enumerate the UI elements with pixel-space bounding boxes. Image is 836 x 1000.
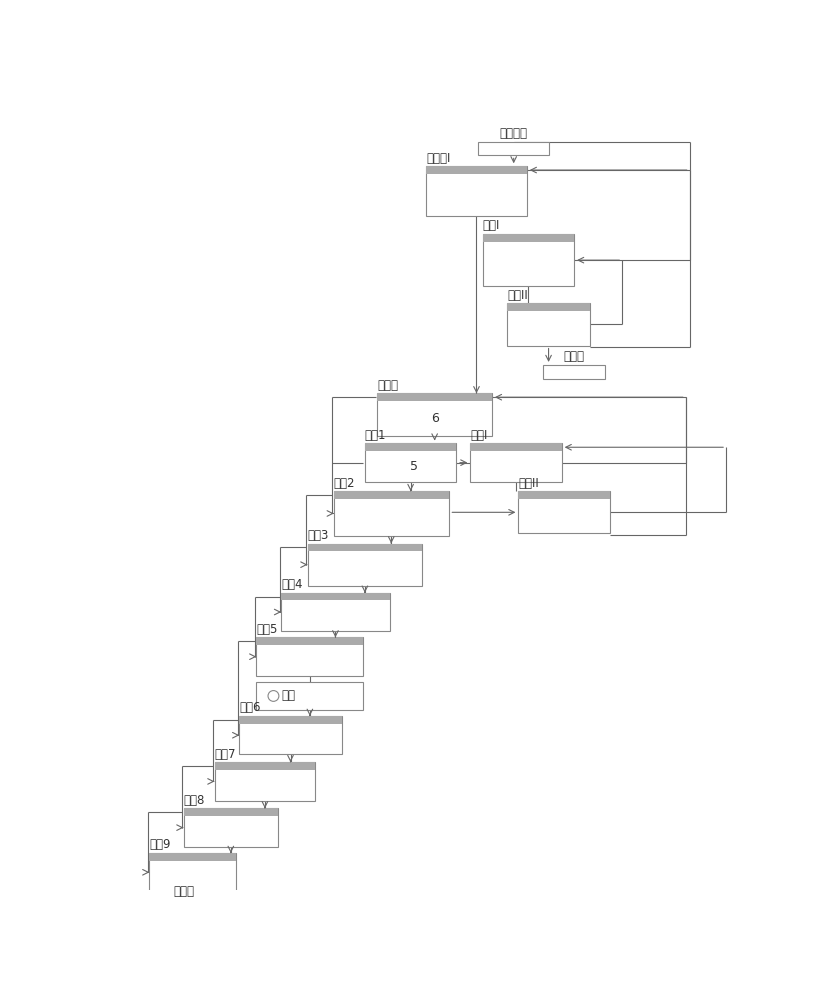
Bar (377, 393, 492, 436)
Text: 扫选I: 扫选I (471, 429, 487, 442)
Bar (518, 491, 609, 499)
Bar (184, 808, 278, 847)
Bar (281, 593, 390, 600)
Bar (184, 808, 278, 816)
Text: 精选1: 精选1 (364, 429, 386, 442)
Bar (543, 365, 605, 379)
Text: 铜钼原矿: 铜钼原矿 (500, 127, 528, 140)
Text: 精选7: 精选7 (215, 748, 236, 761)
Bar (215, 762, 315, 770)
Bar (377, 393, 492, 401)
Text: 5: 5 (410, 460, 419, 473)
Bar (334, 491, 449, 536)
Bar (478, 142, 549, 155)
Bar (426, 166, 527, 174)
Bar (471, 443, 562, 451)
Bar (239, 716, 342, 724)
Text: 精选5: 精选5 (257, 623, 278, 636)
Bar (364, 443, 456, 451)
Bar (150, 853, 237, 861)
Text: 钼精矿: 钼精矿 (173, 885, 194, 898)
Text: 6: 6 (431, 412, 439, 425)
Text: 再磨: 再磨 (281, 689, 295, 702)
Bar (471, 443, 562, 482)
Bar (257, 637, 364, 676)
Bar (364, 443, 456, 482)
Bar (281, 593, 390, 631)
Bar (507, 303, 589, 346)
Text: 预粗选I: 预粗选I (426, 152, 451, 165)
Bar (257, 637, 364, 645)
Bar (308, 544, 422, 551)
Bar (150, 899, 217, 913)
Text: 精选2: 精选2 (334, 477, 355, 490)
Bar (239, 716, 342, 754)
Text: 预扫I: 预扫I (482, 219, 500, 232)
Text: 铜精矿: 铜精矿 (563, 350, 584, 363)
Text: 精选3: 精选3 (308, 529, 329, 542)
Bar (518, 491, 609, 533)
Bar (334, 491, 449, 499)
Text: 精选9: 精选9 (150, 838, 171, 852)
Circle shape (268, 691, 279, 701)
Text: 精选4: 精选4 (281, 578, 303, 591)
Bar (482, 234, 574, 242)
Bar (215, 762, 315, 801)
Text: 钼粗选: 钼粗选 (377, 379, 398, 392)
Bar (257, 682, 364, 710)
Bar (507, 303, 589, 311)
Bar (308, 544, 422, 586)
Bar (426, 166, 527, 216)
Text: 扫选II: 扫选II (518, 477, 539, 490)
Text: 预扫II: 预扫II (507, 289, 528, 302)
Text: 精选8: 精选8 (184, 794, 205, 807)
Text: 精选6: 精选6 (239, 701, 261, 714)
Bar (482, 234, 574, 286)
Bar (150, 853, 237, 892)
